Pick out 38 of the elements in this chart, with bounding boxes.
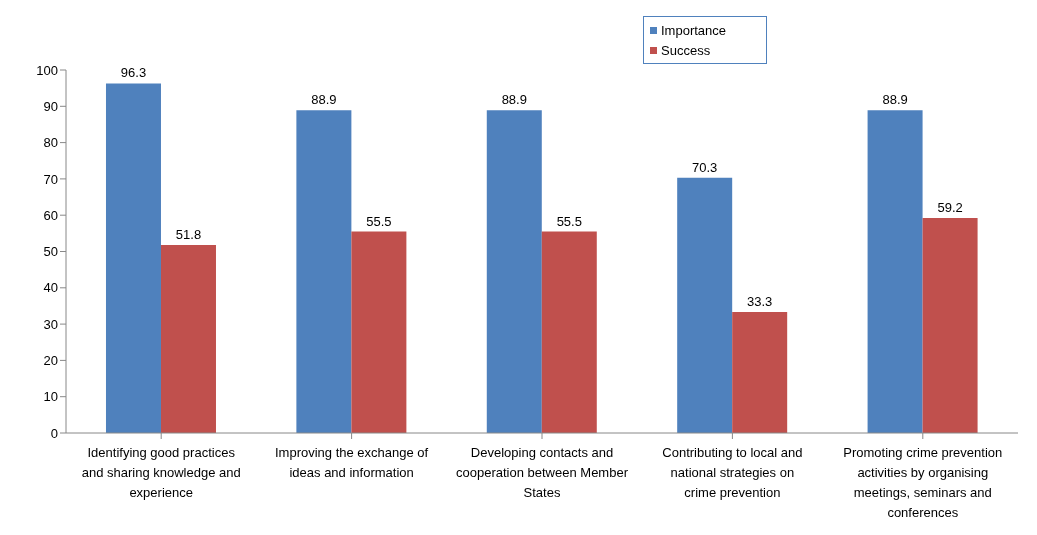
legend-label: Success xyxy=(661,42,711,58)
y-tick-label: 70 xyxy=(43,171,58,187)
bar xyxy=(541,231,597,433)
y-tick-label: 40 xyxy=(43,280,58,296)
bar xyxy=(922,218,978,433)
bar xyxy=(677,177,733,433)
x-tick-label: Promoting crime prevention activities by organising meetings, seminars and conferences xyxy=(843,445,1003,520)
x-tick-label: Identifying good practices and sharing knowledge and experience xyxy=(81,445,241,500)
data-label: 59.2 xyxy=(937,200,963,216)
bar xyxy=(296,110,352,433)
data-label: 33.3 xyxy=(747,294,773,310)
y-tick-label: 0 xyxy=(50,425,58,441)
y-tick-label: 50 xyxy=(43,244,58,260)
bar xyxy=(486,110,542,433)
data-label: 70.3 xyxy=(692,159,718,175)
data-label: 55.5 xyxy=(556,213,582,229)
bar xyxy=(351,231,407,433)
data-label: 51.8 xyxy=(175,226,202,242)
data-label: 96.3 xyxy=(120,65,147,81)
y-tick-label: 10 xyxy=(43,389,58,405)
data-label: 88.9 xyxy=(501,92,527,108)
y-tick-label: 20 xyxy=(43,353,58,369)
data-label: 88.9 xyxy=(882,92,908,108)
y-tick-label: 60 xyxy=(43,207,58,223)
bar xyxy=(867,110,923,433)
x-tick-label: Contributing to local and national strategies on crime prevention xyxy=(662,445,803,500)
y-tick-label: 30 xyxy=(43,316,58,332)
x-tick-label: Developing contacts and cooperation between Member States xyxy=(456,445,629,500)
y-tick-label: 100 xyxy=(36,62,58,78)
data-label: 55.5 xyxy=(366,213,392,229)
bar xyxy=(105,83,161,433)
legend-label: Importance xyxy=(661,22,727,38)
bar xyxy=(732,312,788,433)
x-tick-label: Improving the exchange of ideas and information xyxy=(274,445,429,480)
y-tick-label: 90 xyxy=(43,98,58,114)
y-tick-label: 80 xyxy=(43,135,58,151)
bar xyxy=(160,244,216,433)
data-label: 88.9 xyxy=(311,92,337,108)
